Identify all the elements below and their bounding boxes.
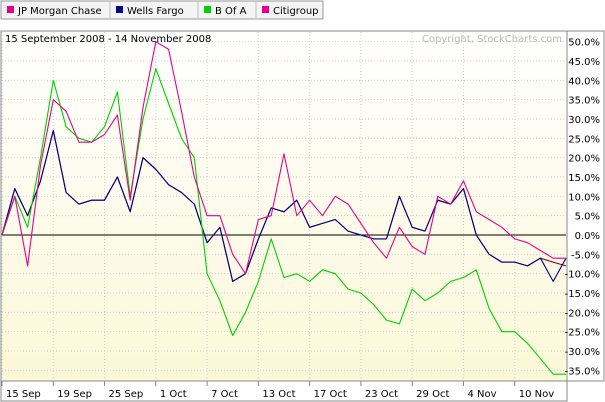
y-axis-ticks: 50.0% 45.0% 40.0% 35.0% 30.0% 25.0% 20.0% 15.0%… bbox=[565, 38, 600, 378]
y-tick-label: 5.0% bbox=[575, 212, 600, 223]
y-tick-label: 45.0% bbox=[568, 57, 600, 68]
y-axis-panel bbox=[566, 30, 605, 382]
y-tick-label: 30.0% bbox=[568, 115, 600, 126]
x-tick-label: 19 Sep bbox=[57, 389, 92, 400]
legend-label-b-of-a: B Of A bbox=[215, 6, 247, 17]
y-tick-label: 0.0% bbox=[575, 231, 600, 242]
date-range-subtitle: 15 September 2008 - 14 November 2008 bbox=[5, 34, 211, 45]
legend-item-b-of-a: B Of A bbox=[204, 6, 247, 17]
x-tick-label: 15 Sep bbox=[6, 389, 41, 400]
x-axis-ticks: 15 Sep 19 Sep 25 Sep 1 Oct 7 Oct 13 Oct 17 Oct… bbox=[1, 381, 555, 400]
legend: JP Morgan Chase Wells Fargo B Of A Citig… bbox=[0, 0, 324, 20]
x-tick-label: 13 Oct bbox=[262, 389, 295, 400]
x-axis-panel bbox=[0, 380, 568, 402]
legend-item-citigroup: Citigroup bbox=[262, 6, 319, 17]
y-tick-label: 35.0% bbox=[568, 96, 600, 107]
y-tick-label: -25.0% bbox=[565, 328, 600, 339]
legend-item-wells-fargo: Wells Fargo bbox=[116, 6, 184, 17]
y-tick-label: 25.0% bbox=[568, 134, 600, 145]
legend-swatch-citigroup bbox=[262, 6, 269, 13]
legend-item-jp-morgan: JP Morgan Chase bbox=[7, 6, 102, 17]
y-tick-label: -10.0% bbox=[565, 270, 600, 281]
series-line-citigroup bbox=[1, 41, 566, 275]
x-tick-label: 25 Sep bbox=[109, 389, 144, 400]
x-tick-label: 17 Oct bbox=[314, 389, 347, 400]
legend-swatch-b-of-a bbox=[204, 6, 211, 13]
legend-swatch-jp-morgan bbox=[7, 6, 14, 13]
x-tick-label: 23 Oct bbox=[365, 389, 398, 400]
y-tick-label: -15.0% bbox=[565, 289, 600, 300]
y-tick-label: -20.0% bbox=[565, 308, 600, 319]
copyright-text: Copyright, StockCharts.com bbox=[422, 34, 562, 45]
x-tick-label: 29 Oct bbox=[416, 389, 449, 400]
x-tick-label: 10 Nov bbox=[519, 389, 555, 400]
x-tick-label: 1 Oct bbox=[160, 389, 187, 400]
y-tick-label: -30.0% bbox=[565, 347, 600, 358]
y-tick-label: 10.0% bbox=[568, 192, 600, 203]
y-tick-label: -35.0% bbox=[565, 366, 600, 377]
series-lines bbox=[1, 41, 567, 375]
y-tick-label: 40.0% bbox=[568, 76, 600, 87]
plot-area bbox=[0, 30, 568, 382]
series-line-wells-fargo bbox=[1, 130, 567, 282]
x-tick-label: 7 Oct bbox=[211, 389, 238, 400]
y-tick-label: -5.0% bbox=[571, 250, 600, 261]
legend-label-citigroup: Citigroup bbox=[273, 6, 319, 17]
series-line-b-of-a bbox=[1, 68, 566, 375]
legend-label-jp-morgan: JP Morgan Chase bbox=[17, 6, 102, 17]
legend-label-wells-fargo: Wells Fargo bbox=[127, 6, 184, 17]
legend-swatch-wells-fargo bbox=[116, 6, 123, 13]
y-tick-label: 50.0% bbox=[568, 38, 600, 49]
x-tick-label: 4 Nov bbox=[467, 389, 496, 400]
y-tick-label: 20.0% bbox=[568, 154, 600, 165]
y-tick-label: 15.0% bbox=[568, 173, 600, 184]
